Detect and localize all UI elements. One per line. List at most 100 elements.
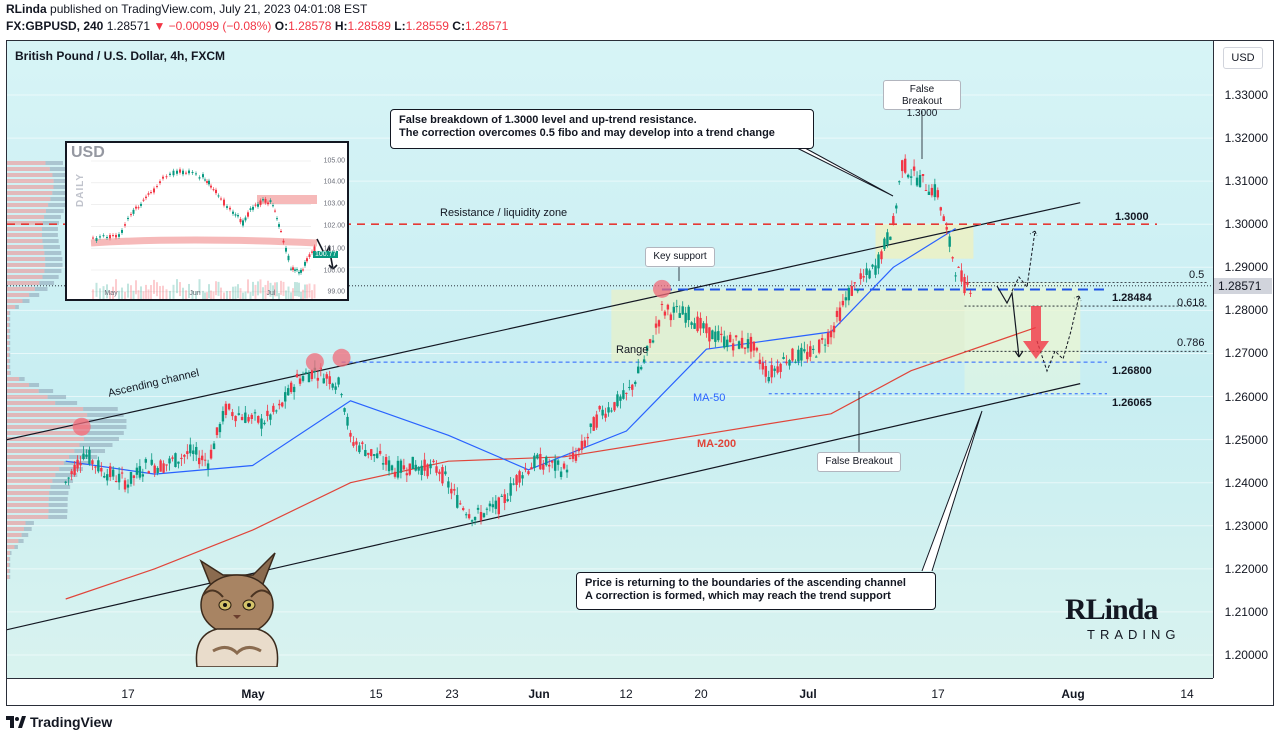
inset-candle-body [165,176,168,178]
tradingview-brand[interactable]: TradingView [6,714,112,730]
inset-candle-body [206,181,208,183]
candle-body [111,469,115,477]
range-label: Range [616,344,649,356]
price-pane[interactable]: British Pound / U.S. Dollar, 4h, FXCM US… [7,41,1213,678]
volume-profile-bar [7,527,24,531]
volume-profile-bar [45,263,63,267]
inset-volume-bar [254,284,257,299]
candle-body [906,174,910,178]
candle-body [378,450,382,454]
level-label-126065: 1.26065 [1112,397,1152,409]
candle-body [726,339,729,348]
volume-profile-bar [7,431,88,435]
inset-candle-body [162,176,164,179]
inset-volume-bar [130,285,132,299]
time-axis[interactable]: 17 May 15 23 Jun 12 20 Jul 17 Aug 14 [7,678,1213,705]
candle-body [500,495,503,497]
candle-body [794,361,797,363]
inset-y-tick: 100.00 [323,267,345,275]
inset-candle-body [304,261,306,266]
volume-profile-bar [59,467,83,471]
key-support-tag: Key support [645,247,715,267]
inset-volume-bar [195,291,197,299]
candle-body [85,454,88,457]
volume-profile-bar [7,293,30,297]
author-name[interactable]: RLinda [6,2,47,16]
volume-profile-bar [44,215,61,219]
candle-body [476,507,480,510]
pivot-marker [72,417,91,436]
candle-body [601,409,604,416]
inset-volume-bar [208,284,210,299]
candle-body [533,455,536,469]
candle-body [189,444,192,454]
volume-profile-bar [48,515,68,519]
candle-body [423,459,426,471]
inset-volume-bar [95,282,98,297]
candle-body [752,341,756,351]
candle-body [942,216,945,222]
candle-body [580,440,584,450]
candle-body [467,514,471,519]
candle-body [666,304,670,310]
candle-body [957,266,960,268]
inset-candle-body [147,193,150,195]
volume-profile-bar [7,173,53,177]
candle-body [574,454,578,461]
candle-body [785,361,788,364]
candle-body [829,330,833,338]
close-value: 1.28571 [464,19,509,33]
candle-body [634,381,637,385]
inset-candle-body [278,224,280,227]
volume-profile-bar [7,539,19,543]
candle-body [100,467,103,472]
inset-volume-bar [302,289,304,299]
inset-candle-body [262,199,264,201]
volume-profile-bar [7,251,45,255]
low-label: L: [394,19,406,33]
volume-profile-bar [7,473,56,477]
candle-body [94,466,97,468]
candle-body [803,349,806,352]
volume-profile-bar [7,389,39,393]
inset-candle-body [172,170,175,176]
red-down-arrow [1023,306,1049,359]
candle-body [450,488,453,494]
volume-profile-bar [7,503,49,507]
candle-body [856,289,859,292]
price-axis[interactable]: USD 1.20000 1.21000 1.22000 1.23000 1.24000 1… [1213,41,1273,678]
candle-body [340,394,343,396]
inset-x-tick: Jun [189,290,201,297]
candle-body [334,386,337,390]
inset-volume-bar [145,284,147,299]
inset-candle-body [226,206,228,208]
inset-candle-body [217,195,220,197]
volume-profile-bar [7,311,10,315]
candle-body [954,275,957,277]
inset-volume-bar [153,279,155,294]
inset-volume-bar [204,292,206,299]
volume-profile-bar [9,347,11,351]
ma50-label: MA-50 [693,392,726,404]
candle-body [402,465,406,470]
inset-candle-body [267,202,269,205]
volume-profile-bar [48,503,68,507]
candle-body [503,494,506,504]
top-callout-line1: False breakdown of 1.3000 level and up-t… [399,114,697,126]
currency-button[interactable]: USD [1223,47,1263,69]
candle-body [263,422,266,425]
fib-label-05: 0.5 [1189,269,1205,281]
volume-profile-bar [7,407,84,411]
close-label: C: [452,19,465,33]
volume-profile-bar [22,299,30,303]
candle-body [556,460,560,465]
candle-body [903,158,907,173]
volume-profile-bar [7,443,80,447]
volume-profile-bar [44,251,62,255]
candle-body [761,362,765,370]
candle-body [141,474,145,477]
price-tick-label: 1.31000 [1224,174,1268,189]
inset-candle-body [112,235,114,237]
candle-body [509,483,512,496]
candle-body [812,348,815,351]
